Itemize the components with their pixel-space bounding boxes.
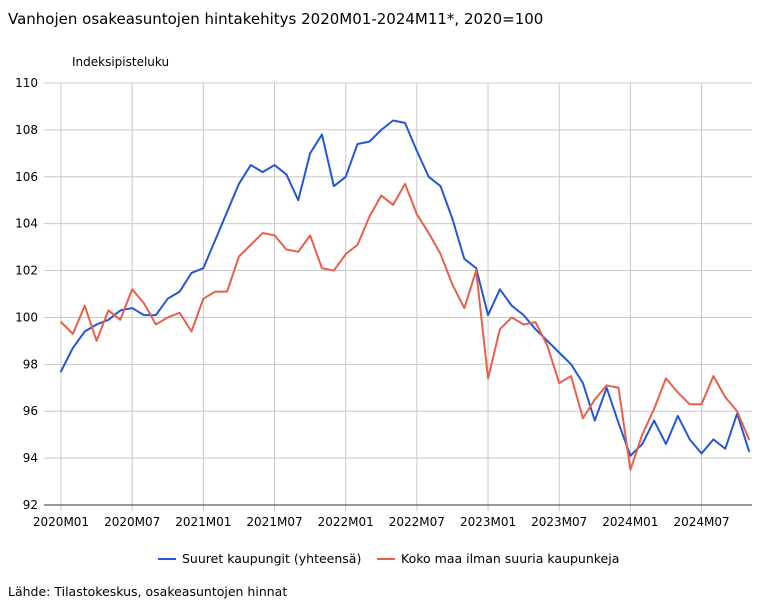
legend-item-series-1[interactable]: Suuret kaupungit (yhteensä) (158, 551, 361, 566)
x-tick-label: 2020M01 (33, 515, 89, 529)
series-line-2[interactable] (60, 182, 750, 471)
y-tick-label: 104 (15, 217, 38, 231)
y-tick-label: 102 (15, 264, 38, 278)
x-tick-label: 2021M01 (175, 515, 231, 529)
chart-title: Vanhojen osakeasuntojen hintakehitys 202… (8, 10, 544, 28)
y-tick-label: 108 (15, 123, 38, 137)
y-tick-labels: 92 94 96 98 100 102 104 106 108 110 (15, 76, 38, 512)
x-tick-label: 2021M07 (246, 515, 302, 529)
y-tick-label: 106 (15, 170, 38, 184)
legend-label-series-2: Koko maa ilman suuria kaupunkeja (401, 551, 620, 566)
y-tick-label: 94 (23, 451, 38, 465)
series-lines (60, 119, 750, 471)
x-tick-label: 2024M07 (673, 515, 729, 529)
y-tick-label: 98 (23, 357, 38, 371)
y-tick-label: 96 (23, 404, 38, 418)
x-tick-label: 2022M07 (389, 515, 445, 529)
legend-item-series-2[interactable]: Koko maa ilman suuria kaupunkeja (377, 551, 619, 566)
x-tick-label: 2024M01 (602, 515, 658, 529)
x-tick-label: 2023M01 (460, 515, 516, 529)
legend-label-series-1: Suuret kaupungit (yhteensä) (182, 551, 362, 566)
x-tick-label: 2020M07 (104, 515, 160, 529)
source-note: Lähde: Tilastokeskus, osakeasuntojen hin… (8, 584, 288, 599)
x-tick-labels: 2020M01 2020M07 2021M01 2021M07 2022M01 2022M… (33, 515, 730, 529)
legend-swatch-series-1 (158, 557, 176, 560)
legend-swatch-series-2 (377, 557, 395, 560)
y-axis-label: Indeksipisteluku (72, 55, 170, 69)
series-line-1[interactable] (60, 119, 750, 457)
x-tick-label: 2023M07 (531, 515, 587, 529)
grid-lines (44, 82, 752, 511)
y-tick-label: 92 (23, 498, 38, 512)
y-tick-label: 100 (15, 310, 38, 324)
x-tick-label: 2022M01 (318, 515, 374, 529)
y-tick-label: 110 (15, 76, 38, 90)
